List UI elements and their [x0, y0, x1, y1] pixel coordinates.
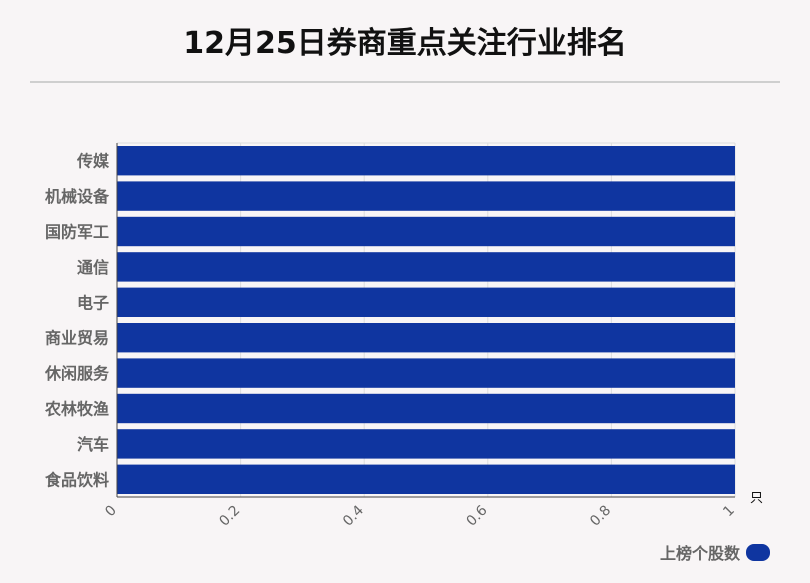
- bar-8: [117, 429, 735, 459]
- legend-label: 上榜个股数: [659, 544, 740, 563]
- chart-title: 12月25日券商重点关注行业排名: [183, 26, 627, 61]
- category-label-0: 传媒: [76, 152, 110, 171]
- x-tick-label-5: 1: [720, 503, 738, 521]
- x-tick-label-0: 0: [102, 503, 120, 521]
- category-label-2: 国防军工: [45, 223, 109, 242]
- category-label-7: 农林牧渔: [44, 400, 109, 419]
- bar-2: [117, 216, 735, 247]
- bar-3: [117, 252, 735, 282]
- legend-swatch: [746, 543, 770, 561]
- bar-4: [117, 287, 735, 317]
- category-label-4: 电子: [77, 293, 109, 312]
- bar-9: [117, 464, 735, 494]
- category-label-1: 机械设备: [45, 187, 110, 206]
- category-label-9: 食品饮料: [44, 470, 109, 489]
- category-label-5: 商业贸易: [45, 329, 109, 348]
- x-unit-label: 只: [750, 491, 763, 506]
- category-label-6: 休闲服务: [44, 364, 110, 383]
- bar-6: [117, 358, 735, 388]
- x-tick-label-1: 0.2: [216, 503, 243, 530]
- x-tick-label-4: 0.8: [587, 503, 614, 530]
- bar-7: [117, 393, 735, 424]
- bar-0: [117, 146, 735, 176]
- title-divider: [30, 81, 780, 83]
- bar-5: [117, 323, 735, 353]
- category-label-3: 通信: [77, 258, 109, 277]
- category-label-8: 汽车: [77, 435, 109, 454]
- bar-1: [117, 181, 735, 211]
- legend[interactable]: 上榜个股数: [660, 540, 770, 564]
- x-tick-label-3: 0.6: [464, 502, 491, 529]
- x-tick-label-2: 0.4: [340, 502, 367, 529]
